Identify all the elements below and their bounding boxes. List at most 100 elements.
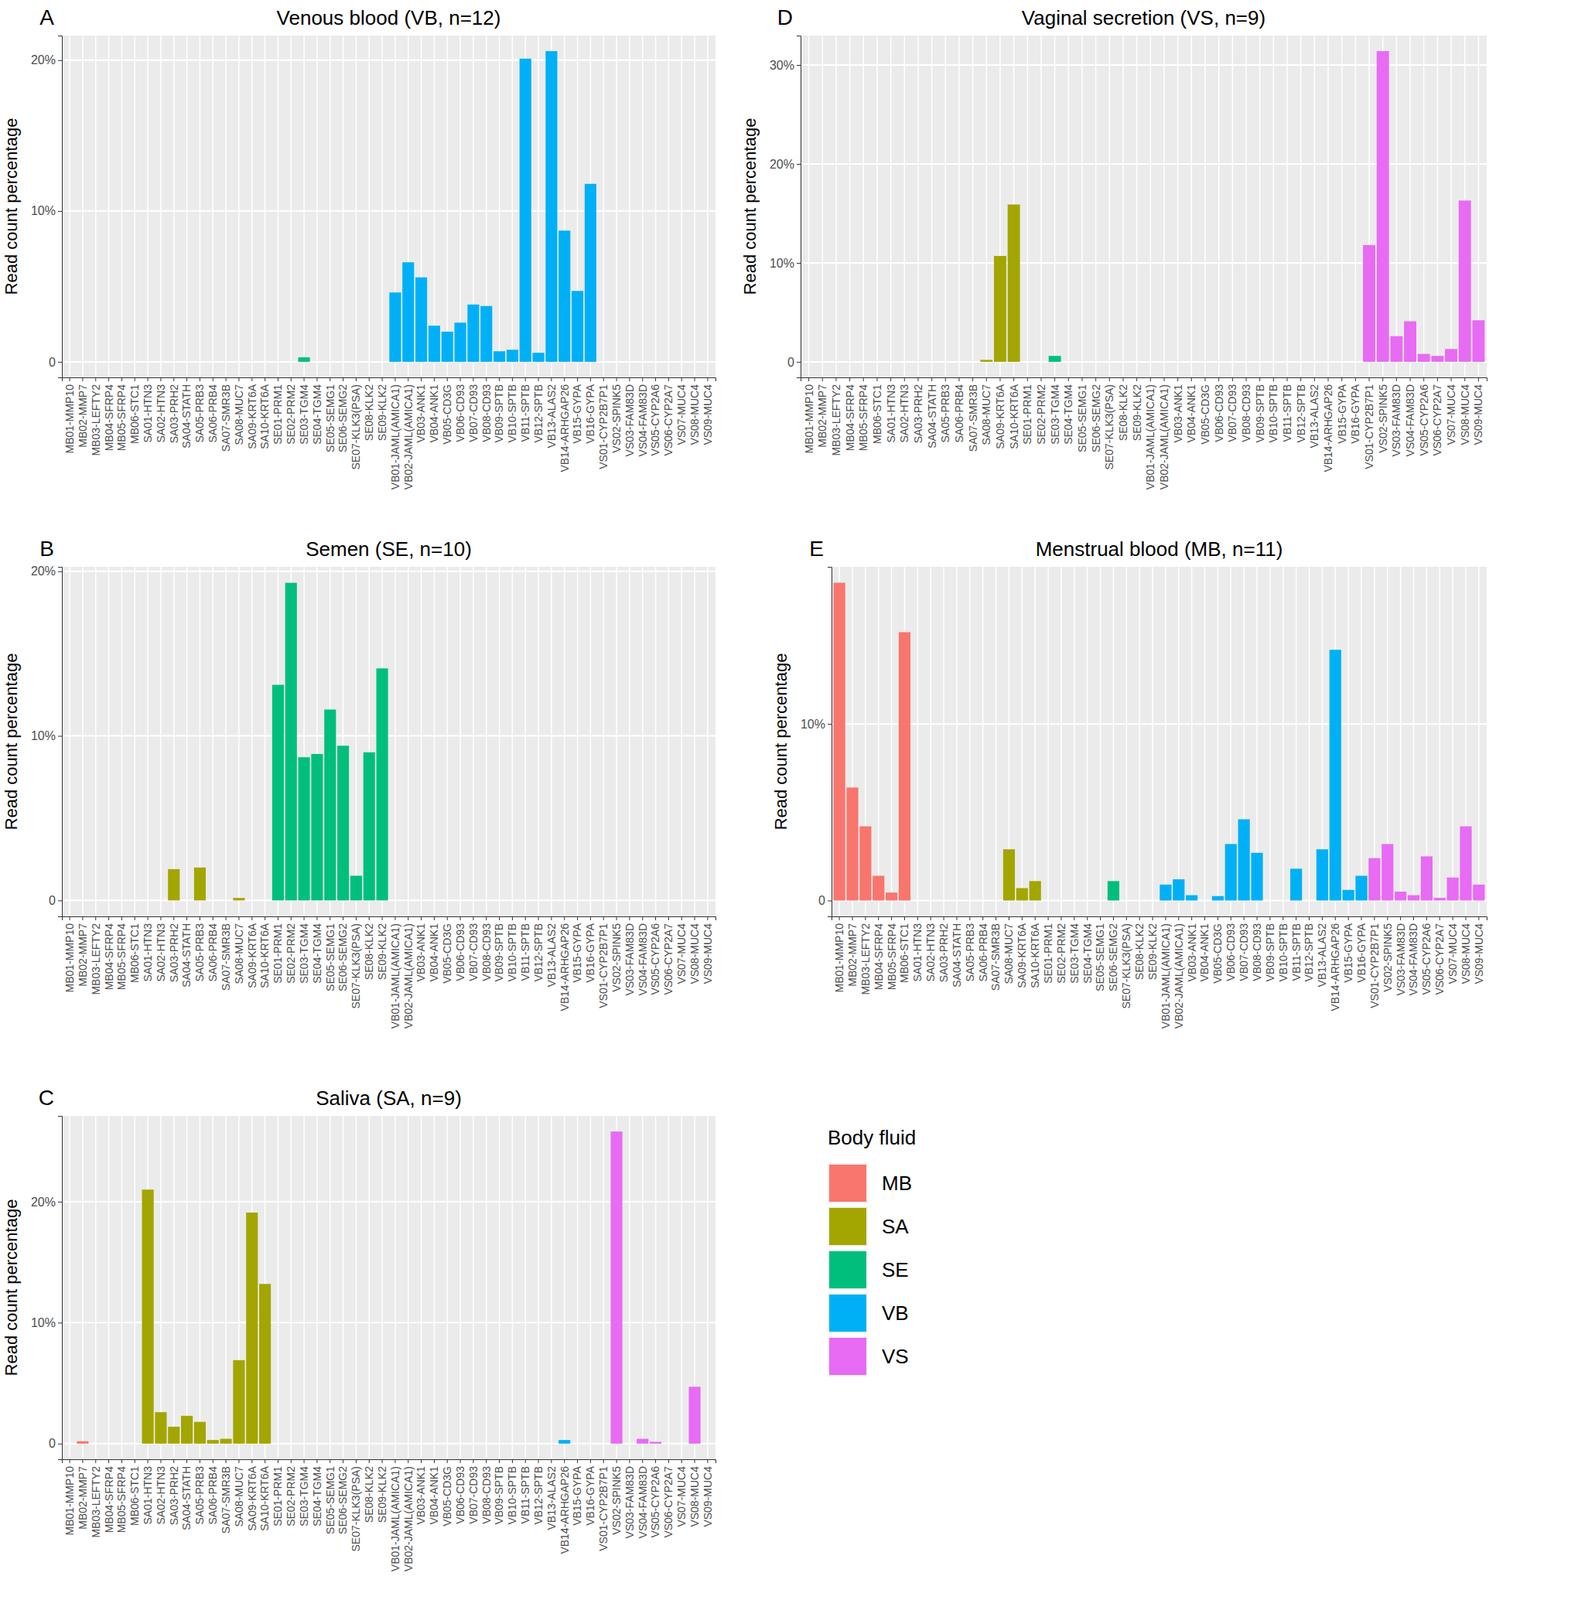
y-axis-line bbox=[796, 36, 802, 379]
tick-mark bbox=[238, 1459, 240, 1464]
bar bbox=[285, 1443, 298, 1445]
tick: SA10-KRT6A bbox=[258, 916, 271, 989]
tick-label: SA06-PRB4 bbox=[206, 923, 219, 983]
grid-line bbox=[81, 1116, 84, 1460]
tick: VB15-GYPA bbox=[570, 916, 584, 984]
bar bbox=[220, 1439, 233, 1445]
grid-line bbox=[1478, 566, 1480, 917]
tick-mark bbox=[316, 377, 318, 382]
bar bbox=[1417, 354, 1431, 363]
tick: SE09-KLK2 bbox=[375, 1459, 389, 1524]
tick-mark bbox=[1452, 916, 1454, 921]
tick-label: VS04-FAM83D bbox=[636, 384, 649, 457]
bar bbox=[802, 361, 816, 363]
tick-label: SE02-PRM2 bbox=[284, 923, 298, 984]
tick-label: VB16-GYPA bbox=[1355, 922, 1368, 983]
tick-label: MB05-SFRP4 bbox=[115, 384, 128, 452]
tick-label: VB12-SPTB bbox=[532, 923, 545, 982]
grid-line bbox=[945, 35, 947, 378]
bar bbox=[623, 1443, 636, 1445]
tick-label: VB03-ANK1 bbox=[414, 384, 427, 444]
bar bbox=[980, 359, 993, 363]
tick-label: MB01-MMP10 bbox=[63, 1466, 76, 1537]
grid-line bbox=[1021, 566, 1024, 917]
bar bbox=[116, 900, 128, 902]
grid-line bbox=[81, 566, 84, 917]
grid-line bbox=[972, 35, 974, 378]
tick: SE07-KLK3(PSA) bbox=[349, 377, 363, 471]
tick: VB03-ANK1 bbox=[1171, 377, 1185, 443]
grid-line bbox=[472, 1116, 475, 1460]
grid bbox=[831, 566, 1487, 917]
legend-label: VS bbox=[881, 1345, 909, 1369]
grid-line bbox=[1327, 35, 1329, 378]
tick-label: MB02-MMP7 bbox=[816, 384, 829, 448]
tick-mark bbox=[460, 377, 462, 382]
tick-label: SA03-PRH2 bbox=[167, 384, 181, 444]
tick-label: SA06-PRB4 bbox=[952, 384, 966, 444]
tick-mark bbox=[1191, 377, 1192, 382]
tick: VB09-SPTB bbox=[1253, 377, 1267, 443]
tick-label: 20% bbox=[769, 157, 795, 171]
tick: MB02-MMP7 bbox=[76, 1459, 89, 1531]
bar bbox=[1420, 856, 1433, 901]
figure: 010%20%MB01-MMP10MB02-MMP7MB03-LEFTY2MB0… bbox=[0, 0, 1571, 1600]
tick-mark bbox=[563, 916, 565, 921]
tick: SA05-PRB3 bbox=[193, 916, 206, 982]
tick-mark bbox=[460, 916, 462, 921]
bar bbox=[402, 900, 414, 902]
tick-mark bbox=[368, 377, 370, 382]
tick-label: SA02-HTN3 bbox=[898, 384, 911, 444]
tick: MB02-MMP7 bbox=[816, 377, 829, 448]
tick-label: VB05-CD3G bbox=[440, 923, 454, 984]
tick-mark bbox=[277, 377, 279, 382]
tick-mark bbox=[134, 377, 136, 382]
bar bbox=[89, 1443, 102, 1445]
bar bbox=[885, 892, 898, 901]
grid-line bbox=[1300, 35, 1302, 378]
grid-line bbox=[108, 566, 110, 917]
tick: SA04-STATH bbox=[925, 377, 939, 449]
tick-mark bbox=[212, 377, 214, 382]
bar bbox=[441, 1443, 454, 1445]
bar bbox=[1471, 320, 1485, 363]
tick: 10% bbox=[30, 729, 62, 743]
tick: VB01-JAML(AMICA1) bbox=[389, 377, 402, 490]
bar bbox=[859, 826, 871, 902]
tick-mark bbox=[277, 916, 279, 921]
grid-line bbox=[917, 35, 919, 378]
tick: SE09-KLK2 bbox=[375, 916, 389, 981]
tick-label: VS04-FAM83D bbox=[636, 923, 649, 996]
tick-mark bbox=[668, 916, 670, 921]
tick-label: SA04-STATH bbox=[180, 1466, 193, 1531]
tick: MB02-MMP7 bbox=[846, 916, 859, 987]
tick-label: VS07-MUC4 bbox=[675, 923, 688, 985]
tick: SA02-HTN3 bbox=[924, 916, 937, 982]
grid-line bbox=[680, 35, 683, 378]
bar bbox=[884, 361, 898, 363]
bar bbox=[870, 361, 884, 363]
tick: VB01-JAML(AMICA1) bbox=[1159, 916, 1172, 1029]
tick: SA06-PRB4 bbox=[206, 916, 219, 982]
grid-line bbox=[577, 1116, 579, 1460]
title: Venous blood (VB, n=12) bbox=[276, 6, 502, 30]
legend-key-bg bbox=[827, 1206, 868, 1247]
tick: MB06-STC1 bbox=[870, 377, 884, 444]
tick-mark bbox=[108, 916, 110, 921]
grid-line bbox=[628, 35, 631, 378]
grid-line bbox=[342, 35, 345, 378]
bar bbox=[220, 361, 233, 363]
tick: VS03-FAM83D bbox=[1394, 916, 1408, 996]
tick-label: MB05-SFRP4 bbox=[115, 923, 128, 991]
grid-line bbox=[446, 566, 448, 917]
bar bbox=[506, 349, 519, 363]
tick: MB01-MMP10 bbox=[63, 377, 76, 454]
plot-background bbox=[61, 1116, 716, 1460]
tick: VB05-CD3G bbox=[1211, 916, 1224, 984]
x-axis: MB01-MMP10MB02-MMP7MB03-LEFTY2MB04-SFRP4… bbox=[62, 916, 717, 1029]
tick-mark bbox=[355, 1459, 357, 1464]
grid-line bbox=[61, 570, 716, 573]
panel-label: B bbox=[39, 536, 55, 561]
bar bbox=[857, 361, 870, 363]
tick-label: SE02-PRM2 bbox=[284, 384, 298, 445]
